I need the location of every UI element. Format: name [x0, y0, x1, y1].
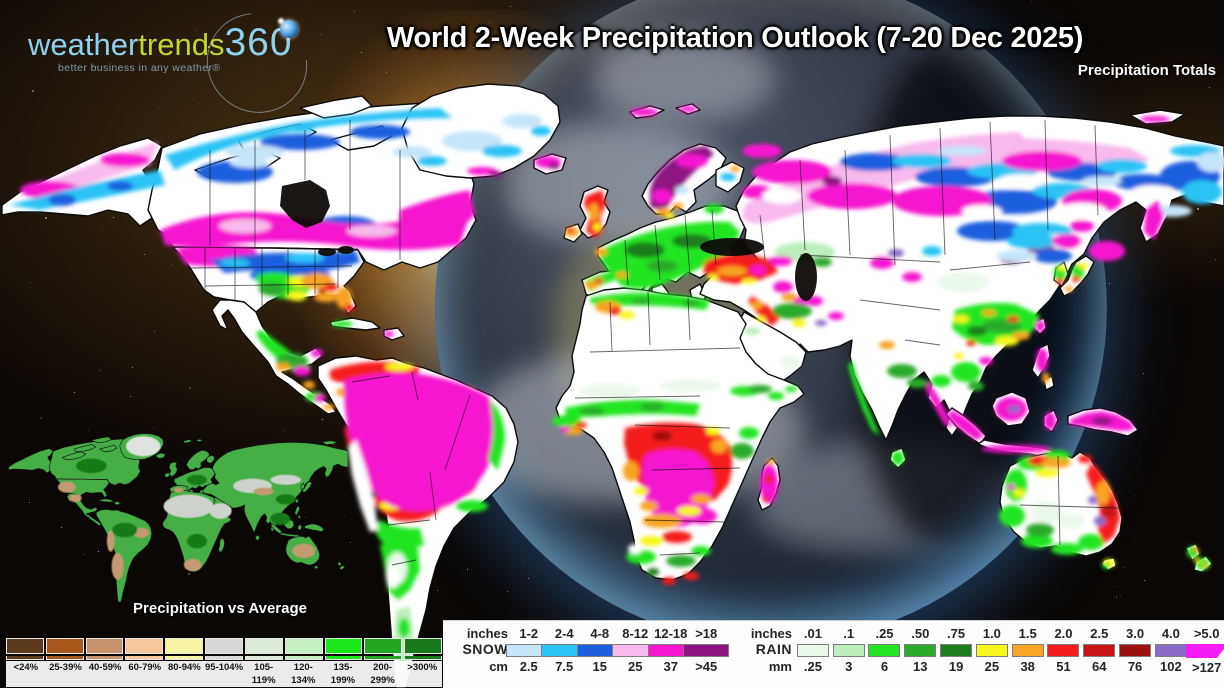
snow-unit-cm: cm [489, 659, 508, 674]
vs-average-item [45, 638, 84, 660]
rain-swatch [1011, 644, 1044, 657]
earth-icon [278, 18, 298, 38]
snow-legend-item: >18 >45 [683, 626, 730, 675]
snow-unit-inches: inches [466, 626, 508, 641]
snow-legend-item: 8-12 25 [612, 626, 659, 675]
rain-swatch-arrow [1185, 644, 1224, 658]
vs-average-item [284, 638, 323, 660]
rain-swatch [1154, 644, 1187, 657]
vs-average-item [85, 638, 124, 660]
rain-legend-item: .50 13 [902, 626, 938, 676]
snow-legend-item: 1-2 2.5 [505, 626, 552, 675]
rain-legend-item: .1 3 [831, 626, 867, 676]
precip-vs-average-inset-map [8, 410, 349, 603]
vs-average-item [404, 638, 442, 660]
rain-unit-mm: mm [768, 659, 792, 674]
rain-unit-inches: inches [750, 626, 792, 641]
snow-legend: inches SNOW cm 1-2 2.5 2-4 7.5 4-8 15 8-12 2… [452, 626, 730, 675]
rain-legend-item: 2.5 64 [1081, 626, 1117, 676]
snow-legend-item: 12-18 37 [647, 626, 694, 675]
vs-average-item [165, 638, 204, 660]
rain-swatch [940, 644, 973, 657]
rain-swatch [1083, 644, 1116, 657]
vs-average-legend: <24% 25-39% 40-59% 60-79% 80-94% 95-104% 105-1… [6, 638, 442, 687]
rain-legend: inches RAIN mm .01.25 .1 3 .25 6 .50 13 .75… [737, 626, 1224, 676]
rain-legend-item: .75 19 [938, 626, 974, 676]
rain-swatch [975, 644, 1008, 657]
logo-word-weather: weather [28, 27, 139, 62]
rain-swatch [904, 644, 937, 657]
page-title: World 2-Week Precipitation Outlook (7-20… [386, 22, 1084, 54]
vs-average-item [205, 638, 243, 660]
inset-title: Precipitation vs Average [133, 600, 307, 617]
rain-label: RAIN [755, 641, 792, 657]
snow-legend-item: 2-4 7.5 [541, 626, 588, 675]
rain-swatch [796, 644, 829, 657]
weathertrends360-logo: weathertrends360 better business in any … [28, 0, 328, 134]
rain-swatch [868, 644, 901, 657]
vs-average-labels: <24% 25-39% 40-59% 60-79% 80-94% 95-104% 105-1… [6, 661, 442, 687]
map-subtitle: Precipitation Totals [1077, 62, 1216, 79]
rain-legend-item: >5.0 >127 [1185, 626, 1224, 676]
rain-legend-item: 1.5 38 [1010, 626, 1046, 676]
snow-swatch [683, 644, 730, 657]
vs-average-item [6, 638, 44, 660]
rain-legend-item: 3.0 76 [1117, 626, 1153, 676]
rain-legend-item: .01.25 [795, 626, 831, 676]
rain-swatch [832, 644, 865, 657]
vs-average-item [364, 638, 403, 660]
rain-legend-item: 2.0 51 [1046, 626, 1082, 676]
rain-swatch [1119, 644, 1152, 657]
vs-average-item [324, 638, 363, 660]
rain-swatch [1047, 644, 1080, 657]
vs-average-item [244, 638, 283, 660]
rain-legend-item: 1.0 25 [974, 626, 1010, 676]
vs-average-item [125, 638, 164, 660]
rain-legend-item: .25 6 [867, 626, 903, 676]
rain-legend-item: 4.0 102 [1153, 626, 1189, 676]
snow-label: SNOW [462, 641, 508, 657]
